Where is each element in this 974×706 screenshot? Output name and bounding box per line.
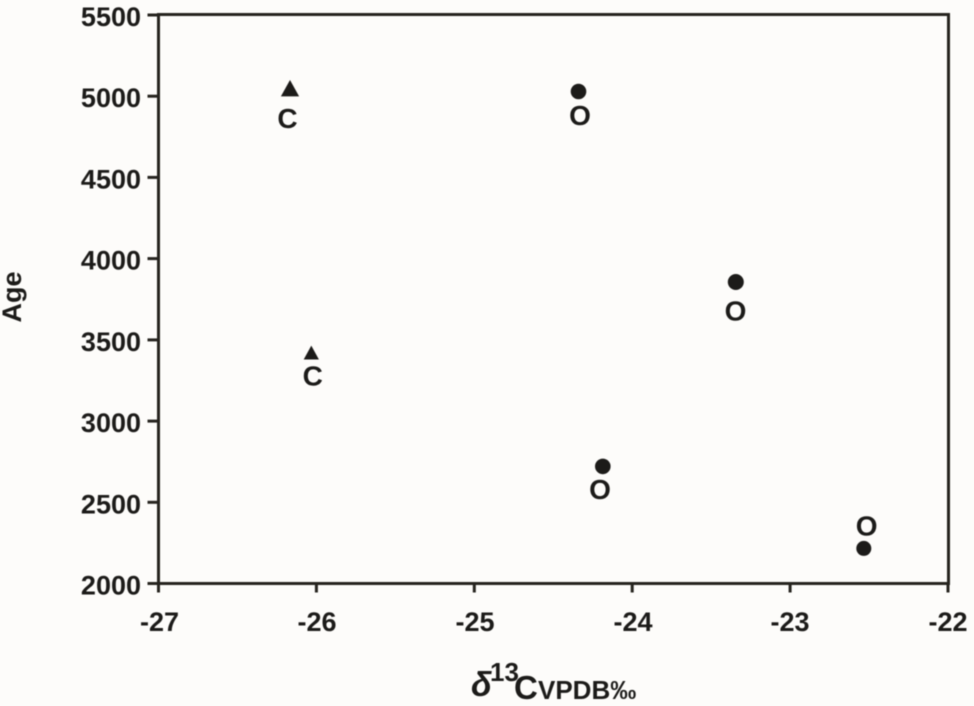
svg-text:O: O — [569, 100, 591, 131]
svg-text:4000: 4000 — [81, 246, 141, 276]
svg-text:2000: 2000 — [81, 571, 141, 601]
svg-text:3000: 3000 — [81, 408, 141, 438]
svg-text:5500: 5500 — [81, 2, 141, 32]
svg-text:O: O — [725, 296, 747, 327]
svg-text:4500: 4500 — [81, 164, 141, 194]
svg-text:C: C — [303, 360, 323, 391]
svg-text:-25: -25 — [455, 607, 494, 637]
svg-text:3500: 3500 — [81, 327, 141, 357]
svg-text:C: C — [514, 669, 538, 706]
svg-text:-24: -24 — [613, 607, 652, 637]
svg-text:-22: -22 — [928, 607, 967, 637]
svg-text:-23: -23 — [770, 607, 809, 637]
svg-text:O: O — [589, 474, 611, 505]
svg-text:δ: δ — [471, 666, 492, 704]
svg-text:Age: Age — [0, 271, 27, 322]
svg-text:5000: 5000 — [81, 83, 141, 113]
svg-text:-27: -27 — [140, 607, 179, 637]
svg-text:VPDB‰: VPDB‰ — [538, 675, 636, 705]
svg-text:-26: -26 — [297, 607, 336, 637]
svg-text:13: 13 — [490, 657, 519, 687]
svg-text:C: C — [277, 103, 297, 134]
svg-text:O: O — [856, 510, 878, 541]
svg-text:2500: 2500 — [81, 489, 141, 519]
